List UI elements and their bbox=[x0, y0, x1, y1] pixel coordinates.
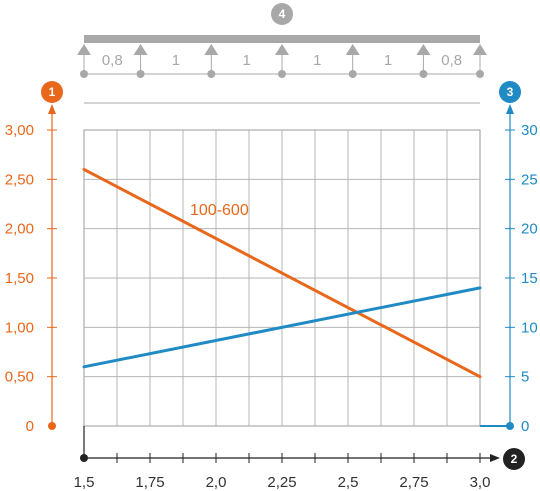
dimension-dot bbox=[80, 70, 88, 78]
span-length-label: 1 bbox=[384, 52, 392, 69]
left-axis-tick-label: 0,50 bbox=[5, 369, 34, 386]
x-axis-tick-label: 2,25 bbox=[267, 474, 296, 491]
svg-text:2: 2 bbox=[511, 452, 518, 466]
series-label-100-600: 100-600 bbox=[190, 202, 249, 219]
support-triangle bbox=[77, 44, 91, 55]
svg-text:4: 4 bbox=[279, 7, 286, 21]
support-triangle bbox=[416, 44, 431, 55]
span-length-label: 0,8 bbox=[441, 52, 462, 69]
left-axis-tick-label: 1,50 bbox=[5, 270, 34, 287]
dimension-dot bbox=[419, 70, 428, 78]
support-triangle bbox=[204, 44, 219, 55]
left-axis-tick-label: 0 bbox=[26, 418, 34, 435]
x-axis-tick-label: 3,0 bbox=[470, 474, 491, 491]
svg-text:1: 1 bbox=[49, 85, 56, 99]
support-triangle bbox=[345, 44, 360, 55]
support-triangle bbox=[275, 44, 289, 55]
x-axis-tick-label: 2,0 bbox=[206, 474, 227, 491]
left-axis-tick-label: 2,00 bbox=[5, 221, 34, 238]
right-axis-tick-label: 0 bbox=[521, 418, 529, 435]
x-axis-tick-label: 2,5 bbox=[338, 474, 359, 491]
span-length-label: 1 bbox=[313, 52, 321, 69]
dimension-dot bbox=[278, 70, 286, 78]
right-axis-tick-label: 20 bbox=[521, 221, 538, 238]
beam-bar bbox=[84, 35, 480, 43]
span-length-label: 1 bbox=[172, 52, 180, 69]
span-diagram: 0,8 1 1 1 1 0,8 4 bbox=[77, 3, 487, 104]
dimension-dot bbox=[476, 70, 484, 78]
right-axis: 0 5 10 15 20 25 30 3 bbox=[480, 81, 538, 435]
span-length-label: 1 bbox=[242, 52, 250, 69]
left-axis-tick-label: 1,00 bbox=[5, 319, 34, 336]
dimension-dot bbox=[136, 70, 145, 78]
x-axis-badge: 2 bbox=[503, 448, 525, 470]
left-axis-badge: 1 bbox=[41, 81, 63, 103]
right-axis-tick-label: 10 bbox=[521, 319, 538, 336]
series-line-100-600 bbox=[82, 167, 482, 379]
dimension-dot bbox=[207, 70, 216, 78]
x-axis-tick-label: 1,5 bbox=[74, 474, 95, 491]
left-axis-tick-label: 2,50 bbox=[5, 171, 34, 188]
span-length-label: 0,8 bbox=[102, 52, 123, 69]
span-diagram-badge: 4 bbox=[271, 3, 293, 25]
right-axis-tick-label: 5 bbox=[521, 369, 529, 386]
right-axis-badge: 3 bbox=[499, 81, 521, 103]
x-axis-tick-label: 2,75 bbox=[399, 474, 428, 491]
right-axis-tick-label: 25 bbox=[521, 171, 538, 188]
series-line-2 bbox=[82, 286, 482, 369]
left-axis-tick-label: 3,00 bbox=[5, 122, 34, 139]
x-axis-tick-label: 1,75 bbox=[135, 474, 164, 491]
support-triangle bbox=[133, 44, 148, 55]
svg-text:3: 3 bbox=[507, 85, 514, 99]
right-axis-tick-label: 15 bbox=[521, 270, 538, 287]
left-axis: 0 0,50 1,00 1,50 2,00 2,50 3,00 1 bbox=[5, 81, 63, 435]
x-axis: 1,5 1,75 2,0 2,25 2,5 2,75 3,0 2 bbox=[74, 426, 525, 491]
support-triangle bbox=[473, 44, 487, 55]
right-axis-tick-label: 30 bbox=[521, 122, 538, 139]
dimension-dot bbox=[348, 70, 357, 78]
